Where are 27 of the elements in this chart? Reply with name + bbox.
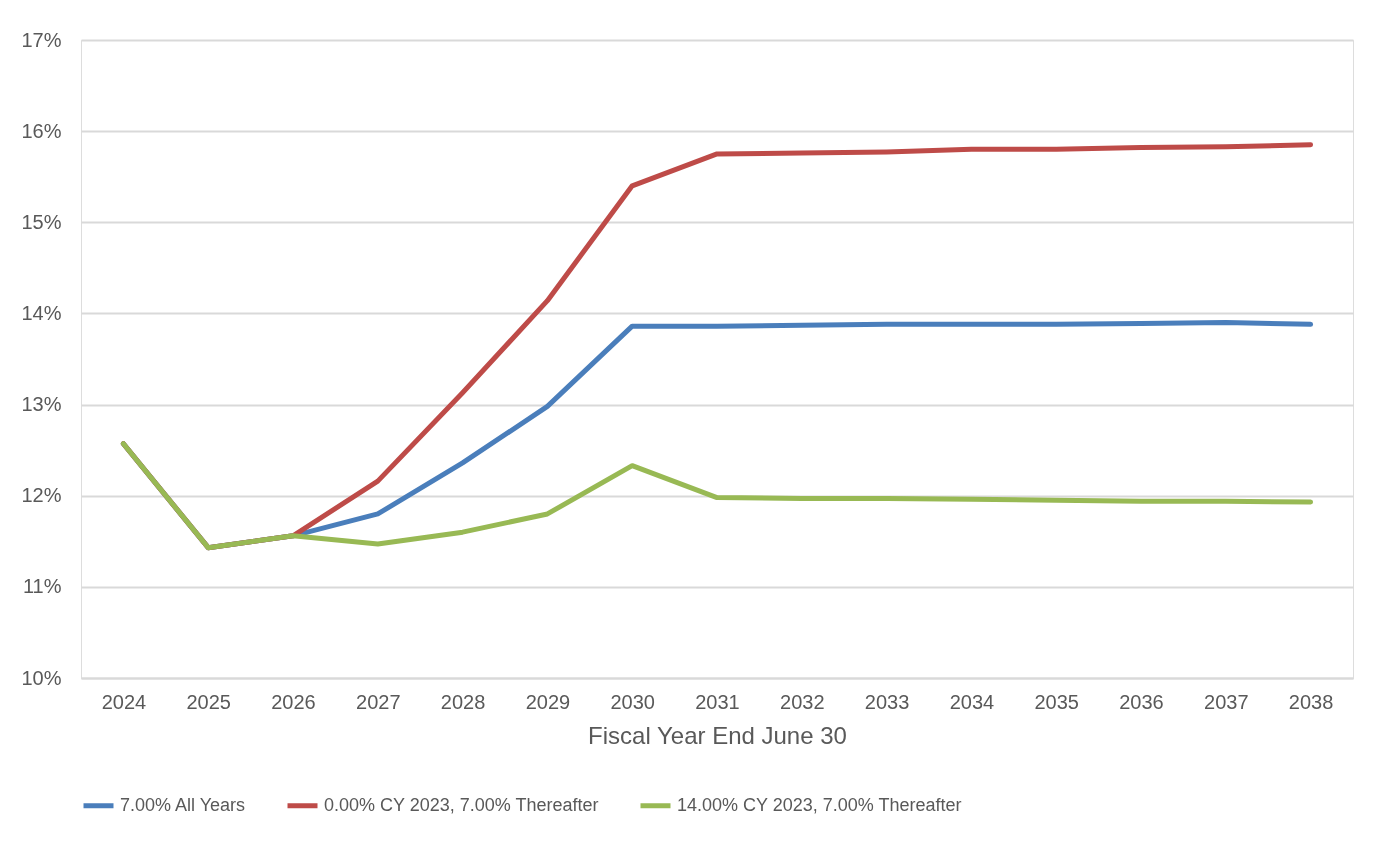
x-tick-label: 2029: [525, 690, 571, 713]
x-tick-label: 2031: [695, 690, 740, 713]
x-tick-label: 2037: [1204, 690, 1249, 713]
legend-label: 7.00% All Years: [120, 794, 246, 815]
legend-label: 0.00% CY 2023, 7.00% Thereafter: [324, 794, 599, 815]
x-tick-label: 2032: [780, 690, 825, 713]
x-tick-label: 2035: [1034, 690, 1079, 713]
y-tick-label: 12%: [21, 484, 62, 507]
y-tick-label: 11%: [22, 575, 62, 598]
x-tick-label: 2024: [101, 690, 147, 713]
legend-label: 14.00% CY 2023, 7.00% Thereafter: [677, 794, 962, 815]
x-axis-title: Fiscal Year End June 30: [588, 721, 847, 749]
x-tick-label: 2038: [1288, 690, 1334, 713]
x-tick-label: 2033: [864, 690, 910, 713]
x-tick-label: 2036: [1119, 690, 1164, 713]
y-tick-label: 15%: [21, 210, 62, 233]
x-tick-label: 2025: [186, 690, 231, 713]
x-tick-label: 2034: [949, 690, 995, 713]
y-tick-label: 16%: [21, 119, 62, 142]
x-tick-label: 2026: [271, 690, 316, 713]
y-tick-label: 17%: [21, 28, 62, 51]
x-tick-label: 2028: [440, 690, 486, 713]
y-tick-label: 14%: [21, 301, 62, 324]
x-tick-label: 2030: [610, 690, 655, 713]
y-tick-label: 13%: [21, 393, 62, 416]
x-tick-label: 2027: [356, 690, 401, 713]
y-tick-label: 10%: [21, 666, 62, 689]
